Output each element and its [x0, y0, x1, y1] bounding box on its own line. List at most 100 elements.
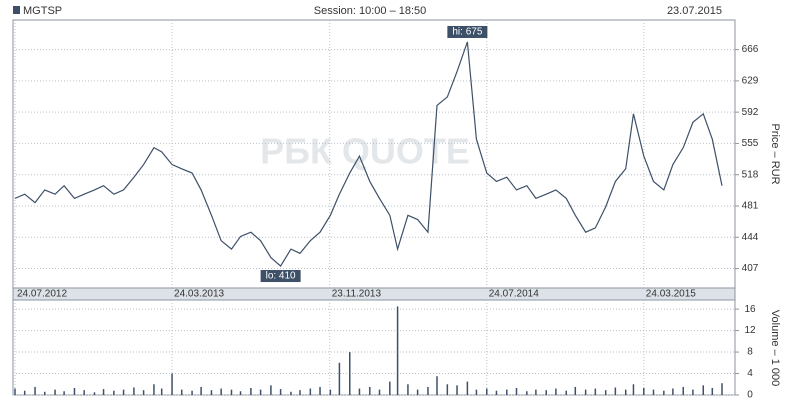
y-tick-label: 407 [742, 263, 759, 274]
volume-bar [329, 389, 332, 395]
volume-bar [14, 388, 16, 395]
watermark: РБК QUOTE [260, 131, 470, 172]
volume-axis-title: Volume – 1 000 [769, 310, 781, 386]
volume-bar [486, 388, 488, 395]
volume-bar [180, 389, 183, 395]
volume-bar [535, 389, 537, 395]
volume-bar [555, 388, 557, 395]
volume-bar [34, 386, 36, 395]
volume-bar [466, 381, 469, 395]
price-line [14, 41, 723, 267]
volume-bar [54, 389, 56, 395]
volume-bar [191, 390, 193, 395]
volume-bar [495, 390, 498, 395]
volume-panel [12, 299, 736, 396]
x-tick-label: 24.03.2015 [646, 289, 696, 300]
volume-bar [93, 392, 96, 395]
volume-bar [210, 390, 213, 395]
volume-bar [299, 390, 301, 395]
y-tick-label: 12 [744, 325, 756, 336]
volume-bar [43, 391, 46, 395]
ticker: MGTSP [23, 5, 62, 17]
date: 23.07.2015 [667, 5, 722, 17]
volume-bar [171, 373, 173, 395]
volume-bar [83, 390, 85, 395]
volume-bar [632, 384, 635, 395]
volume-bar [200, 386, 202, 395]
y-tick-label: 666 [742, 44, 759, 55]
volume-bar [604, 390, 607, 395]
volume-bar [113, 390, 115, 395]
y-tick-label: 592 [742, 107, 759, 118]
volume-bar [63, 391, 65, 395]
volume-bar [702, 385, 705, 395]
volume-bar [436, 376, 438, 395]
y-tick-label: 8 [747, 347, 753, 358]
y-tick-label: 444 [742, 232, 759, 243]
y-tick-label: 481 [742, 201, 759, 212]
volume-bar [692, 389, 694, 395]
annotation: hi: 675 [452, 27, 482, 38]
volume-bar [250, 388, 252, 395]
volume-bar [279, 389, 282, 395]
volume-bar [259, 389, 262, 395]
volume-bar [565, 390, 568, 395]
volume-bar [515, 388, 518, 395]
volume-bar [220, 388, 222, 395]
x-tick-label: 24.07.2012 [17, 289, 67, 300]
volume-bar [584, 389, 587, 395]
volume-bar [23, 390, 26, 395]
volume-bar [230, 389, 233, 395]
volume-bar [160, 388, 163, 395]
volume-bar [153, 384, 155, 395]
volume-bar [526, 391, 528, 395]
volume-bar [594, 388, 597, 395]
ticker-icon [13, 6, 20, 14]
y-tick-label: 4 [747, 368, 753, 379]
y-tick-label: 0 [747, 390, 753, 401]
volume-bar [102, 389, 105, 395]
volume-bar [239, 391, 242, 395]
annotation: lo: 410 [266, 271, 296, 282]
annotation-box [260, 270, 301, 283]
volume-bar [721, 383, 723, 395]
volume-bar [643, 388, 645, 395]
x-tick-label: 24.03.2013 [174, 289, 224, 300]
volume-bar [122, 389, 125, 395]
volume-bar [475, 389, 478, 395]
annotation-box [447, 25, 488, 38]
y-tick-label: 16 [744, 304, 756, 315]
volume-bar [338, 362, 341, 395]
volume-bar [389, 381, 391, 395]
session: Session: 10:00 – 18:50 [314, 5, 427, 17]
volume-bar [142, 390, 145, 395]
volume-bar [290, 391, 292, 395]
volume-bar [672, 388, 674, 395]
volume-bar [456, 385, 458, 395]
volume-bar [369, 386, 371, 395]
price-axis-title: Price – RUR [769, 123, 781, 184]
volume-bar [396, 306, 399, 395]
volume-bar [711, 388, 714, 395]
volume-bar [378, 389, 381, 395]
volume-bar [652, 389, 655, 395]
volume-bar [73, 388, 76, 395]
x-tick-label: 24.07.2014 [489, 289, 539, 300]
volume-bar [624, 389, 627, 395]
volume-bar [574, 386, 577, 395]
volume-bar [416, 389, 419, 395]
volume-bar [349, 352, 351, 395]
volume-bar [663, 390, 665, 395]
volume-bar [358, 388, 361, 395]
volume-bar [446, 384, 449, 395]
volume-bar [407, 384, 409, 395]
volume-bar [506, 389, 508, 395]
volume-bar [545, 390, 547, 395]
volume-bar [427, 386, 429, 395]
y-tick-label: 629 [742, 76, 759, 87]
x-tick-label: 23.11.2013 [332, 289, 382, 300]
volume-bar [614, 387, 617, 395]
volume-bar [309, 388, 312, 395]
volume-bar [682, 386, 684, 395]
